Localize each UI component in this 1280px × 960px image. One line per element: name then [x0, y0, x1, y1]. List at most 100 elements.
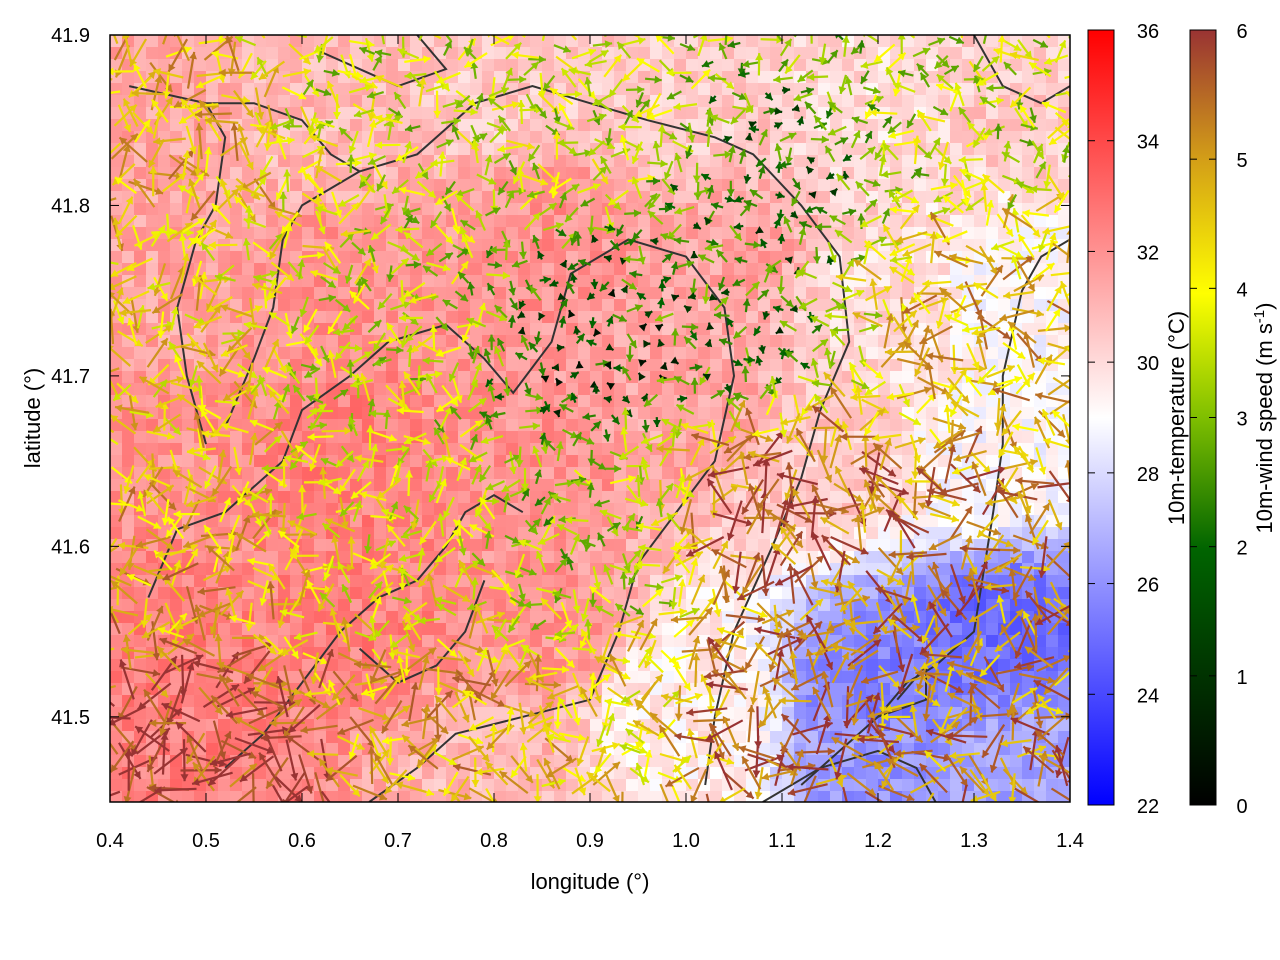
temperature-cell — [974, 107, 987, 120]
temperature-cell — [170, 443, 183, 456]
temperature-cell — [458, 491, 471, 504]
temperature-cell — [494, 323, 507, 336]
temperature-cell — [134, 671, 147, 684]
temperature-cell — [566, 347, 579, 360]
temperature-cell — [710, 359, 723, 372]
temperature-cell — [626, 167, 639, 180]
temperature-cell — [206, 263, 219, 276]
temperature-cell — [674, 59, 687, 72]
temperature-cell — [1034, 491, 1047, 504]
temperature-cell — [314, 71, 327, 84]
temperature-cell — [998, 695, 1011, 708]
temperature-cell — [470, 263, 483, 276]
temperature-cell — [158, 311, 171, 324]
temperature-cell — [134, 347, 147, 360]
temperature-cell — [122, 167, 135, 180]
temperature-cell — [758, 215, 771, 228]
temperature-cell — [146, 707, 159, 720]
temperature-cell — [758, 299, 771, 312]
temperature-cell — [302, 215, 315, 228]
temperature-cell — [902, 455, 915, 468]
temperature-cell — [602, 551, 615, 564]
temperature-cell — [794, 311, 807, 324]
temperature-cell — [110, 503, 123, 516]
temperature-cell — [422, 395, 435, 408]
temperature-cell — [482, 47, 495, 60]
temperature-cell — [902, 635, 915, 648]
temperature-cell — [578, 167, 591, 180]
temperature-cell — [146, 263, 159, 276]
temperature-cell — [590, 371, 603, 384]
temperature-cell — [566, 743, 579, 756]
temperature-cell — [662, 587, 675, 600]
temperature-cell — [638, 671, 651, 684]
temperature-cell — [686, 107, 699, 120]
temperature-cell — [122, 71, 135, 84]
temperature-cell — [986, 107, 999, 120]
temperature-cell — [770, 491, 783, 504]
temperature-cell — [854, 227, 867, 240]
temperature-cell — [806, 287, 819, 300]
temperature-cell — [290, 623, 303, 636]
temperature-cell — [410, 107, 423, 120]
temperature-cell — [338, 407, 351, 420]
temperature-cell — [698, 347, 711, 360]
temperature-cell — [110, 587, 123, 600]
temperature-cell — [950, 779, 963, 792]
temperature-cell — [218, 719, 231, 732]
temperature-cell — [506, 431, 519, 444]
temperature-cell — [758, 83, 771, 96]
temperature-cell — [986, 407, 999, 420]
temperature-cell — [242, 455, 255, 468]
temperature-cell — [782, 407, 795, 420]
temperature-cell — [674, 383, 687, 396]
temperature-cell — [1034, 287, 1047, 300]
temperature-cell — [914, 179, 927, 192]
temperature-cell — [746, 383, 759, 396]
temperature-cell — [962, 71, 975, 84]
temperature-cell — [626, 503, 639, 516]
temperature-cell — [458, 179, 471, 192]
temperature-cell — [374, 419, 387, 432]
temperature-cell — [566, 491, 579, 504]
temperature-cell — [962, 311, 975, 324]
temperature-cell — [122, 371, 135, 384]
temperature-cell — [218, 623, 231, 636]
temperature-cell — [194, 179, 207, 192]
temperature-cell — [506, 227, 519, 240]
temperature-cell — [194, 47, 207, 60]
temperature-cell — [614, 503, 627, 516]
temperature-cell — [170, 791, 183, 802]
temperature-cell — [110, 131, 123, 144]
temperature-cell — [698, 395, 711, 408]
temperature-cell — [122, 719, 135, 732]
temperature-cell — [542, 131, 555, 144]
temperature-cell — [494, 755, 507, 768]
temperature-cell — [986, 623, 999, 636]
temperature-cell — [566, 359, 579, 372]
temperature-cell — [878, 683, 891, 696]
temperature-cell — [542, 623, 555, 636]
temperature-cell — [146, 371, 159, 384]
temperature-cell — [254, 251, 267, 264]
temperature-cell — [662, 491, 675, 504]
temperature-cell — [122, 419, 135, 432]
temperature-cell — [146, 107, 159, 120]
temperature-cell — [950, 239, 963, 252]
temperature-cell — [842, 467, 855, 480]
temperature-cell — [626, 431, 639, 444]
temperature-cell — [146, 599, 159, 612]
temperature-cell — [458, 299, 471, 312]
temperature-cell — [602, 623, 615, 636]
temperature-cell — [650, 359, 663, 372]
temperature-cell — [662, 299, 675, 312]
temperature-cell — [818, 479, 831, 492]
temperature-cell — [350, 215, 363, 228]
temperature-cell — [698, 563, 711, 576]
temperature-cell — [758, 419, 771, 432]
temperature-cell — [686, 59, 699, 72]
temperature-cell — [506, 395, 519, 408]
temperature-cell — [734, 203, 747, 216]
temperature-cell — [806, 47, 819, 60]
temperature-cell — [110, 599, 123, 612]
